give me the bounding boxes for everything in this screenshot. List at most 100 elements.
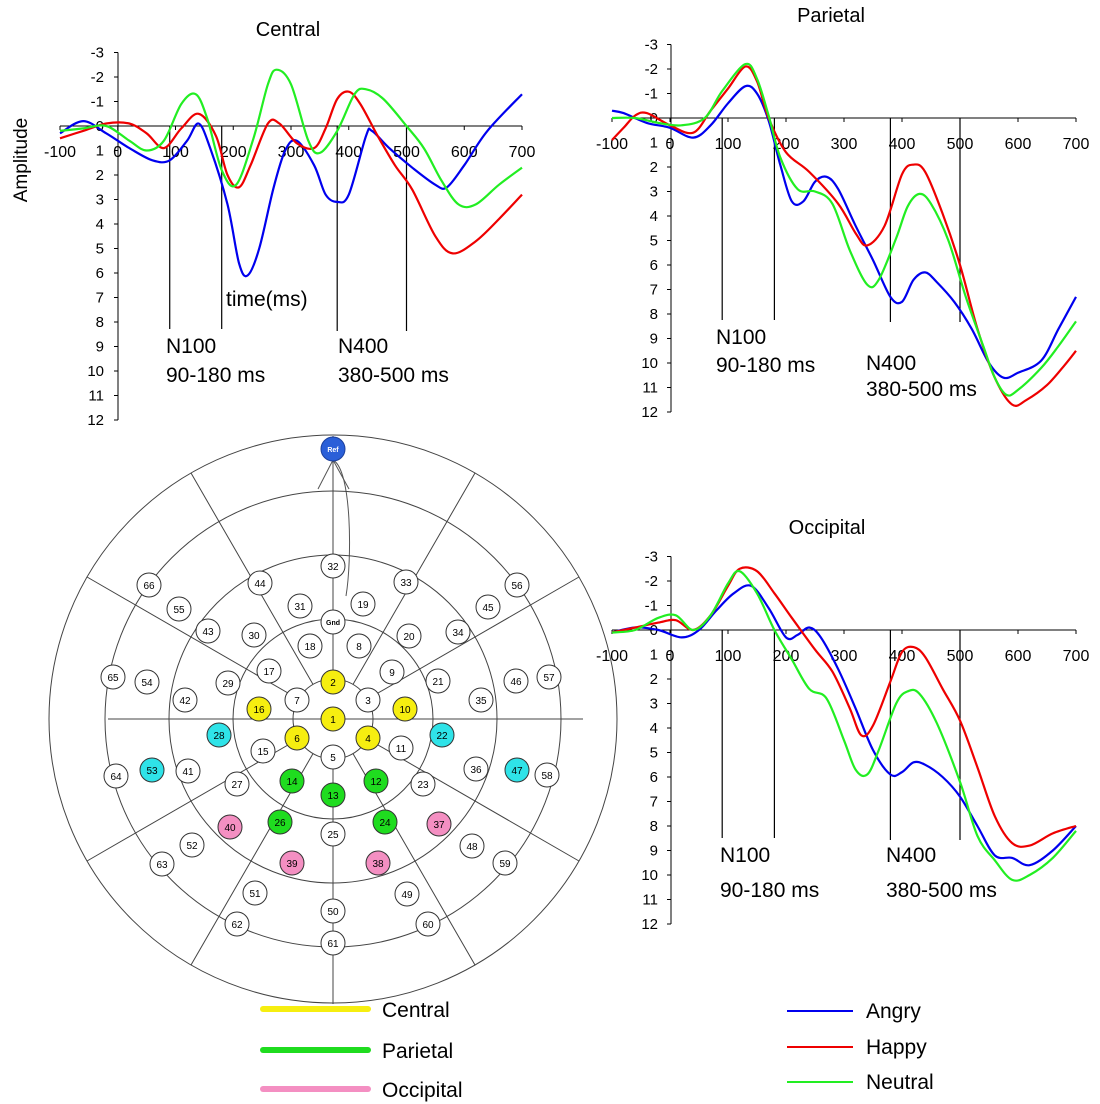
electrode-65	[100, 664, 126, 690]
region-legend-label: Parietal	[382, 1040, 453, 1063]
electrode-label: 1	[330, 715, 336, 726]
electrode-25	[320, 821, 346, 847]
electrode-label: 48	[466, 842, 478, 853]
y-tick-label: 4	[650, 208, 658, 225]
series-line-neutral	[611, 62, 1077, 397]
y-tick-label: 2	[650, 159, 658, 176]
y-tick-label: 5	[650, 745, 658, 762]
y-tick-label: 6	[650, 769, 658, 786]
electrode-8	[346, 633, 372, 659]
electrode-44	[247, 570, 273, 596]
condition-legend-label: Happy	[866, 1036, 927, 1059]
x-tick-label: 700	[1063, 648, 1090, 665]
x-tick-label: 0	[666, 648, 675, 665]
y-tick-label: 5	[96, 241, 104, 258]
y-tick-label: 11	[642, 892, 658, 909]
electrode-48	[459, 833, 485, 859]
electrode-montage-map: Gnd1234567891011121314151617181920212223…	[48, 434, 618, 1004]
x-tick-label: 600	[1005, 136, 1032, 153]
electrode-56	[504, 572, 530, 598]
electrode-label: 13	[327, 791, 339, 802]
electrode-label: 21	[432, 677, 444, 688]
electrode-label: 53	[146, 766, 158, 777]
electrode-label: 49	[401, 890, 413, 901]
electrode-label: 34	[452, 628, 464, 639]
window-range-label: 90-180 ms	[166, 364, 265, 387]
window-label: N100	[720, 844, 770, 867]
x-tick-label: 400	[889, 136, 916, 153]
electrode-40	[217, 814, 243, 840]
electrode-label: 6	[294, 734, 300, 745]
y-tick-label: 7	[650, 282, 658, 299]
electrode-1	[320, 706, 346, 732]
electrode-label: 9	[389, 668, 395, 679]
electrode-38	[365, 850, 391, 876]
series-line-angry	[611, 584, 1077, 867]
series-line-neutral	[611, 569, 1077, 882]
x-tick-label: -100	[44, 144, 76, 161]
electrode-3	[355, 687, 381, 713]
electrode-51	[242, 880, 268, 906]
x-tick-label: -100	[596, 136, 628, 153]
y-tick-label: -1	[645, 598, 658, 615]
electrode-57	[536, 664, 562, 690]
y-tick-label: 6	[96, 265, 104, 282]
electrode-4	[355, 725, 381, 751]
electrode-label: 66	[143, 581, 155, 592]
y-tick-label: -2	[91, 69, 104, 86]
y-tick-label: 5	[650, 233, 658, 250]
window-label: N100	[716, 326, 766, 349]
y-tick-label: 12	[641, 404, 658, 421]
x-tick-label: 300	[831, 648, 858, 665]
electrode-14	[279, 768, 305, 794]
electrode-label: 8	[356, 642, 362, 653]
y-tick-label: -3	[645, 549, 658, 566]
x-tick-label: 100	[715, 136, 742, 153]
electrode-16	[246, 696, 272, 722]
electrode-label: 2	[330, 678, 336, 689]
electrode-label: 3	[365, 696, 371, 707]
chart-title: Central	[256, 19, 320, 41]
electrode-52	[179, 832, 205, 858]
x-axis-title: time(ms)	[226, 288, 308, 311]
electrode-label: 55	[173, 605, 185, 616]
y-tick-label: 11	[88, 388, 104, 405]
window-range-label: 380-500 ms	[866, 378, 977, 401]
electrode-label: 22	[436, 731, 448, 742]
electrode-41	[175, 758, 201, 784]
y-tick-label: 9	[650, 331, 658, 348]
y-tick-label: 2	[96, 167, 104, 184]
electrode-label: 46	[510, 677, 522, 688]
electrode-label: 36	[470, 765, 482, 776]
electrode-6	[284, 725, 310, 751]
y-tick-label: 10	[641, 355, 658, 372]
electrode-label: 11	[396, 744, 407, 755]
condition-legend-label: Neutral	[866, 1071, 934, 1094]
electrode-label: 65	[107, 673, 119, 684]
series-line-happy	[59, 90, 523, 255]
electrode-33	[393, 569, 419, 595]
electrode-37	[426, 811, 452, 837]
electrode-55	[166, 596, 192, 622]
condition-legend-label: Angry	[866, 1000, 921, 1023]
electrode-12	[363, 768, 389, 794]
reference-electrode-label: Ref	[327, 447, 339, 454]
electrode-49	[394, 881, 420, 907]
electrode-label: 44	[254, 579, 266, 590]
y-tick-label: 4	[96, 216, 104, 233]
x-tick-label: 300	[831, 136, 858, 153]
y-axis-title: Amplitude	[11, 118, 32, 203]
region-legend: Central Parietal Occipital	[260, 999, 463, 1102]
y-tick-label: 11	[642, 380, 658, 397]
electrode-label: 20	[403, 632, 415, 643]
reference-electrode	[320, 436, 346, 462]
y-tick-label: 1	[650, 135, 658, 152]
electrode-label: 59	[499, 859, 511, 870]
electrode-label: 51	[249, 889, 261, 900]
electrode-label: 54	[141, 678, 153, 689]
electrode-label: 45	[482, 603, 494, 614]
electrode-label: 35	[475, 696, 487, 707]
electrode-19	[350, 591, 376, 617]
